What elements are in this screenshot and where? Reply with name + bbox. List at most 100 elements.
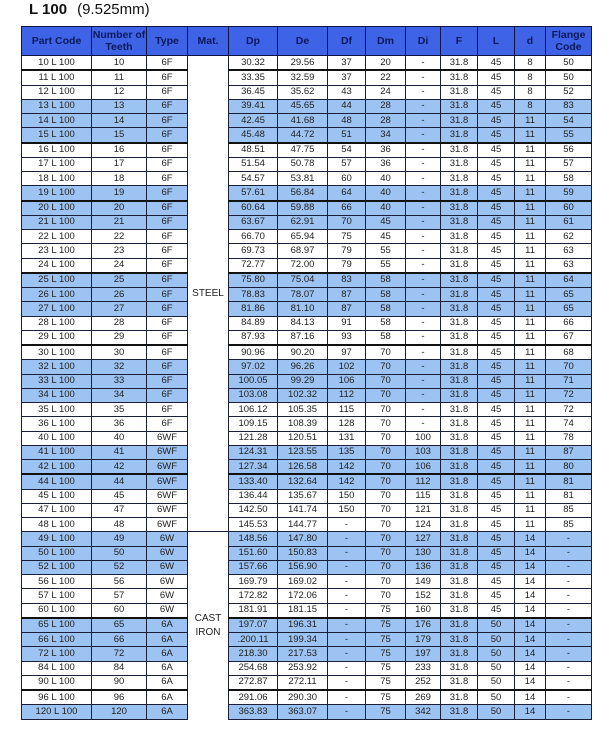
cell-flange-code: - bbox=[545, 646, 592, 662]
cell-d: 11 bbox=[514, 141, 546, 158]
cell-l: 45 bbox=[477, 271, 515, 288]
cell-type: 6F bbox=[146, 98, 188, 115]
cell-l: 45 bbox=[477, 488, 515, 504]
cell-type: 6F bbox=[146, 185, 188, 201]
cell-flange-code: 80 bbox=[545, 459, 592, 475]
cell-d: 11 bbox=[514, 243, 546, 259]
cell-l: 45 bbox=[477, 359, 515, 375]
cell-dm: 75 bbox=[365, 689, 406, 706]
header-di: Di bbox=[405, 26, 441, 56]
cell-dm: 36 bbox=[365, 141, 406, 158]
cell-dp: 90.96 bbox=[228, 344, 278, 361]
cell-df: - bbox=[327, 602, 366, 619]
cell-df: - bbox=[327, 531, 366, 547]
cell-f: 31.8 bbox=[440, 674, 478, 691]
cell-dm: 75 bbox=[365, 674, 406, 691]
cell-flange-code: 65 bbox=[545, 301, 592, 317]
cell-part-code: 52 L 100 bbox=[21, 559, 92, 576]
cell-type: 6F bbox=[146, 301, 188, 317]
cell-f: 31.8 bbox=[440, 516, 478, 533]
cell-de: 65.94 bbox=[277, 228, 328, 245]
cell-di: - bbox=[405, 170, 441, 187]
cell-di: 100 bbox=[405, 430, 441, 446]
cell-flange-code: 74 bbox=[545, 416, 592, 432]
cell-l: 45 bbox=[477, 559, 515, 576]
cell-flange-code: - bbox=[545, 602, 592, 619]
cell-number-of-teeth: 40 bbox=[91, 430, 147, 446]
cell-de: 132.64 bbox=[277, 473, 328, 490]
cell-part-code: 49 L 100 bbox=[21, 531, 92, 547]
cell-part-code: 19 L 100 bbox=[21, 185, 92, 201]
cell-df: - bbox=[327, 573, 366, 590]
cell-type: 6A bbox=[146, 631, 188, 648]
cell-flange-code: - bbox=[545, 531, 592, 547]
cell-type: 6A bbox=[146, 689, 188, 706]
cell-df: - bbox=[327, 646, 366, 662]
cell-de: 217.53 bbox=[277, 646, 328, 662]
cell-l: 45 bbox=[477, 315, 515, 331]
cell-dm: 45 bbox=[365, 228, 406, 245]
cell-number-of-teeth: 96 bbox=[91, 689, 147, 706]
cell-flange-code: - bbox=[545, 674, 592, 691]
cell-f: 31.8 bbox=[440, 170, 478, 187]
table-row: 42 L 100 42 6WF 127.34 126.58 142 70 106 31.8 45 1… bbox=[21, 459, 592, 475]
cell-df: 83 bbox=[327, 271, 366, 288]
cell-l: 45 bbox=[477, 602, 515, 619]
cell-de: 199.34 bbox=[277, 631, 328, 648]
cell-dp: 48.51 bbox=[228, 141, 278, 158]
cell-di: - bbox=[405, 112, 441, 129]
cell-number-of-teeth: 44 bbox=[91, 473, 147, 490]
cell-dp: 36.45 bbox=[228, 84, 278, 100]
cell-df: - bbox=[327, 660, 366, 676]
table-row: 52 L 100 52 6W 157.66 156.90-70 136 31.8 45 14- bbox=[21, 559, 592, 576]
cell-df: - bbox=[327, 559, 366, 576]
cell-f: 31.8 bbox=[440, 156, 478, 173]
cell-flange-code: 78 bbox=[545, 430, 592, 446]
cell-di: - bbox=[405, 228, 441, 245]
cell-dm: 58 bbox=[365, 271, 406, 288]
cell-de: 62.91 bbox=[277, 214, 328, 231]
cell-de: 81.10 bbox=[277, 301, 328, 317]
cell-number-of-teeth: 21 bbox=[91, 214, 147, 231]
cell-dp: 100.05 bbox=[228, 373, 278, 389]
cell-d: 11 bbox=[514, 228, 546, 245]
cell-part-code: 35 L 100 bbox=[21, 401, 92, 418]
cell-type: 6W bbox=[146, 531, 188, 547]
cell-l: 45 bbox=[477, 401, 515, 418]
cell-df: 87 bbox=[327, 286, 366, 303]
table-row: 19 L 100 19 6F 57.61 56.84 64 40-31.8 45 11 59 bbox=[21, 185, 592, 201]
cell-dm: 55 bbox=[365, 243, 406, 259]
cell-l: 45 bbox=[477, 127, 515, 143]
cell-df: - bbox=[327, 631, 366, 648]
cell-dp: 136.44 bbox=[228, 488, 278, 504]
table-row: 20 L 100 20 6F 60.64 59.88 66 40-31.8 45 11 60 bbox=[21, 199, 592, 216]
page-title: L 100 (9.525mm) bbox=[29, 1, 150, 18]
cell-dm: 70 bbox=[365, 373, 406, 389]
cell-f: 31.8 bbox=[440, 416, 478, 432]
cell-de: 147.80 bbox=[277, 531, 328, 547]
cell-part-code: 44 L 100 bbox=[21, 473, 92, 490]
table-row: 13 L 100 13 6F 39.41 45.65 44 28-31.8 45 8 83 bbox=[21, 98, 592, 115]
cell-l: 45 bbox=[477, 55, 515, 71]
cell-dm: 20 bbox=[365, 55, 406, 71]
cell-dp: 75.80 bbox=[228, 271, 278, 288]
cell-dm: 70 bbox=[365, 559, 406, 576]
cell-de: 102.32 bbox=[277, 387, 328, 404]
cell-df: 91 bbox=[327, 315, 366, 331]
cell-flange-code: 81 bbox=[545, 488, 592, 504]
cell-dm: 58 bbox=[365, 315, 406, 331]
cell-di: - bbox=[405, 69, 441, 86]
table-row: 33 L 100 33 6F 100.05 99.29 106 70-31.8 45 11 71 bbox=[21, 373, 592, 389]
cell-f: 31.8 bbox=[440, 660, 478, 676]
cell-l: 45 bbox=[477, 416, 515, 432]
table-row: 65 L 100 65 6A 197.07 196.31-75 176 31.8 50 14- bbox=[21, 616, 592, 633]
cell-part-code: 21 L 100 bbox=[21, 214, 92, 231]
cell-di: 106 bbox=[405, 459, 441, 475]
cell-dm: 75 bbox=[365, 631, 406, 648]
cell-type: 6A bbox=[146, 660, 188, 676]
cell-di: - bbox=[405, 329, 441, 346]
cell-d: 14 bbox=[514, 573, 546, 590]
cell-type: 6F bbox=[146, 315, 188, 331]
cell-dp: 145.53 bbox=[228, 516, 278, 533]
cell-type: 6A bbox=[146, 674, 188, 691]
